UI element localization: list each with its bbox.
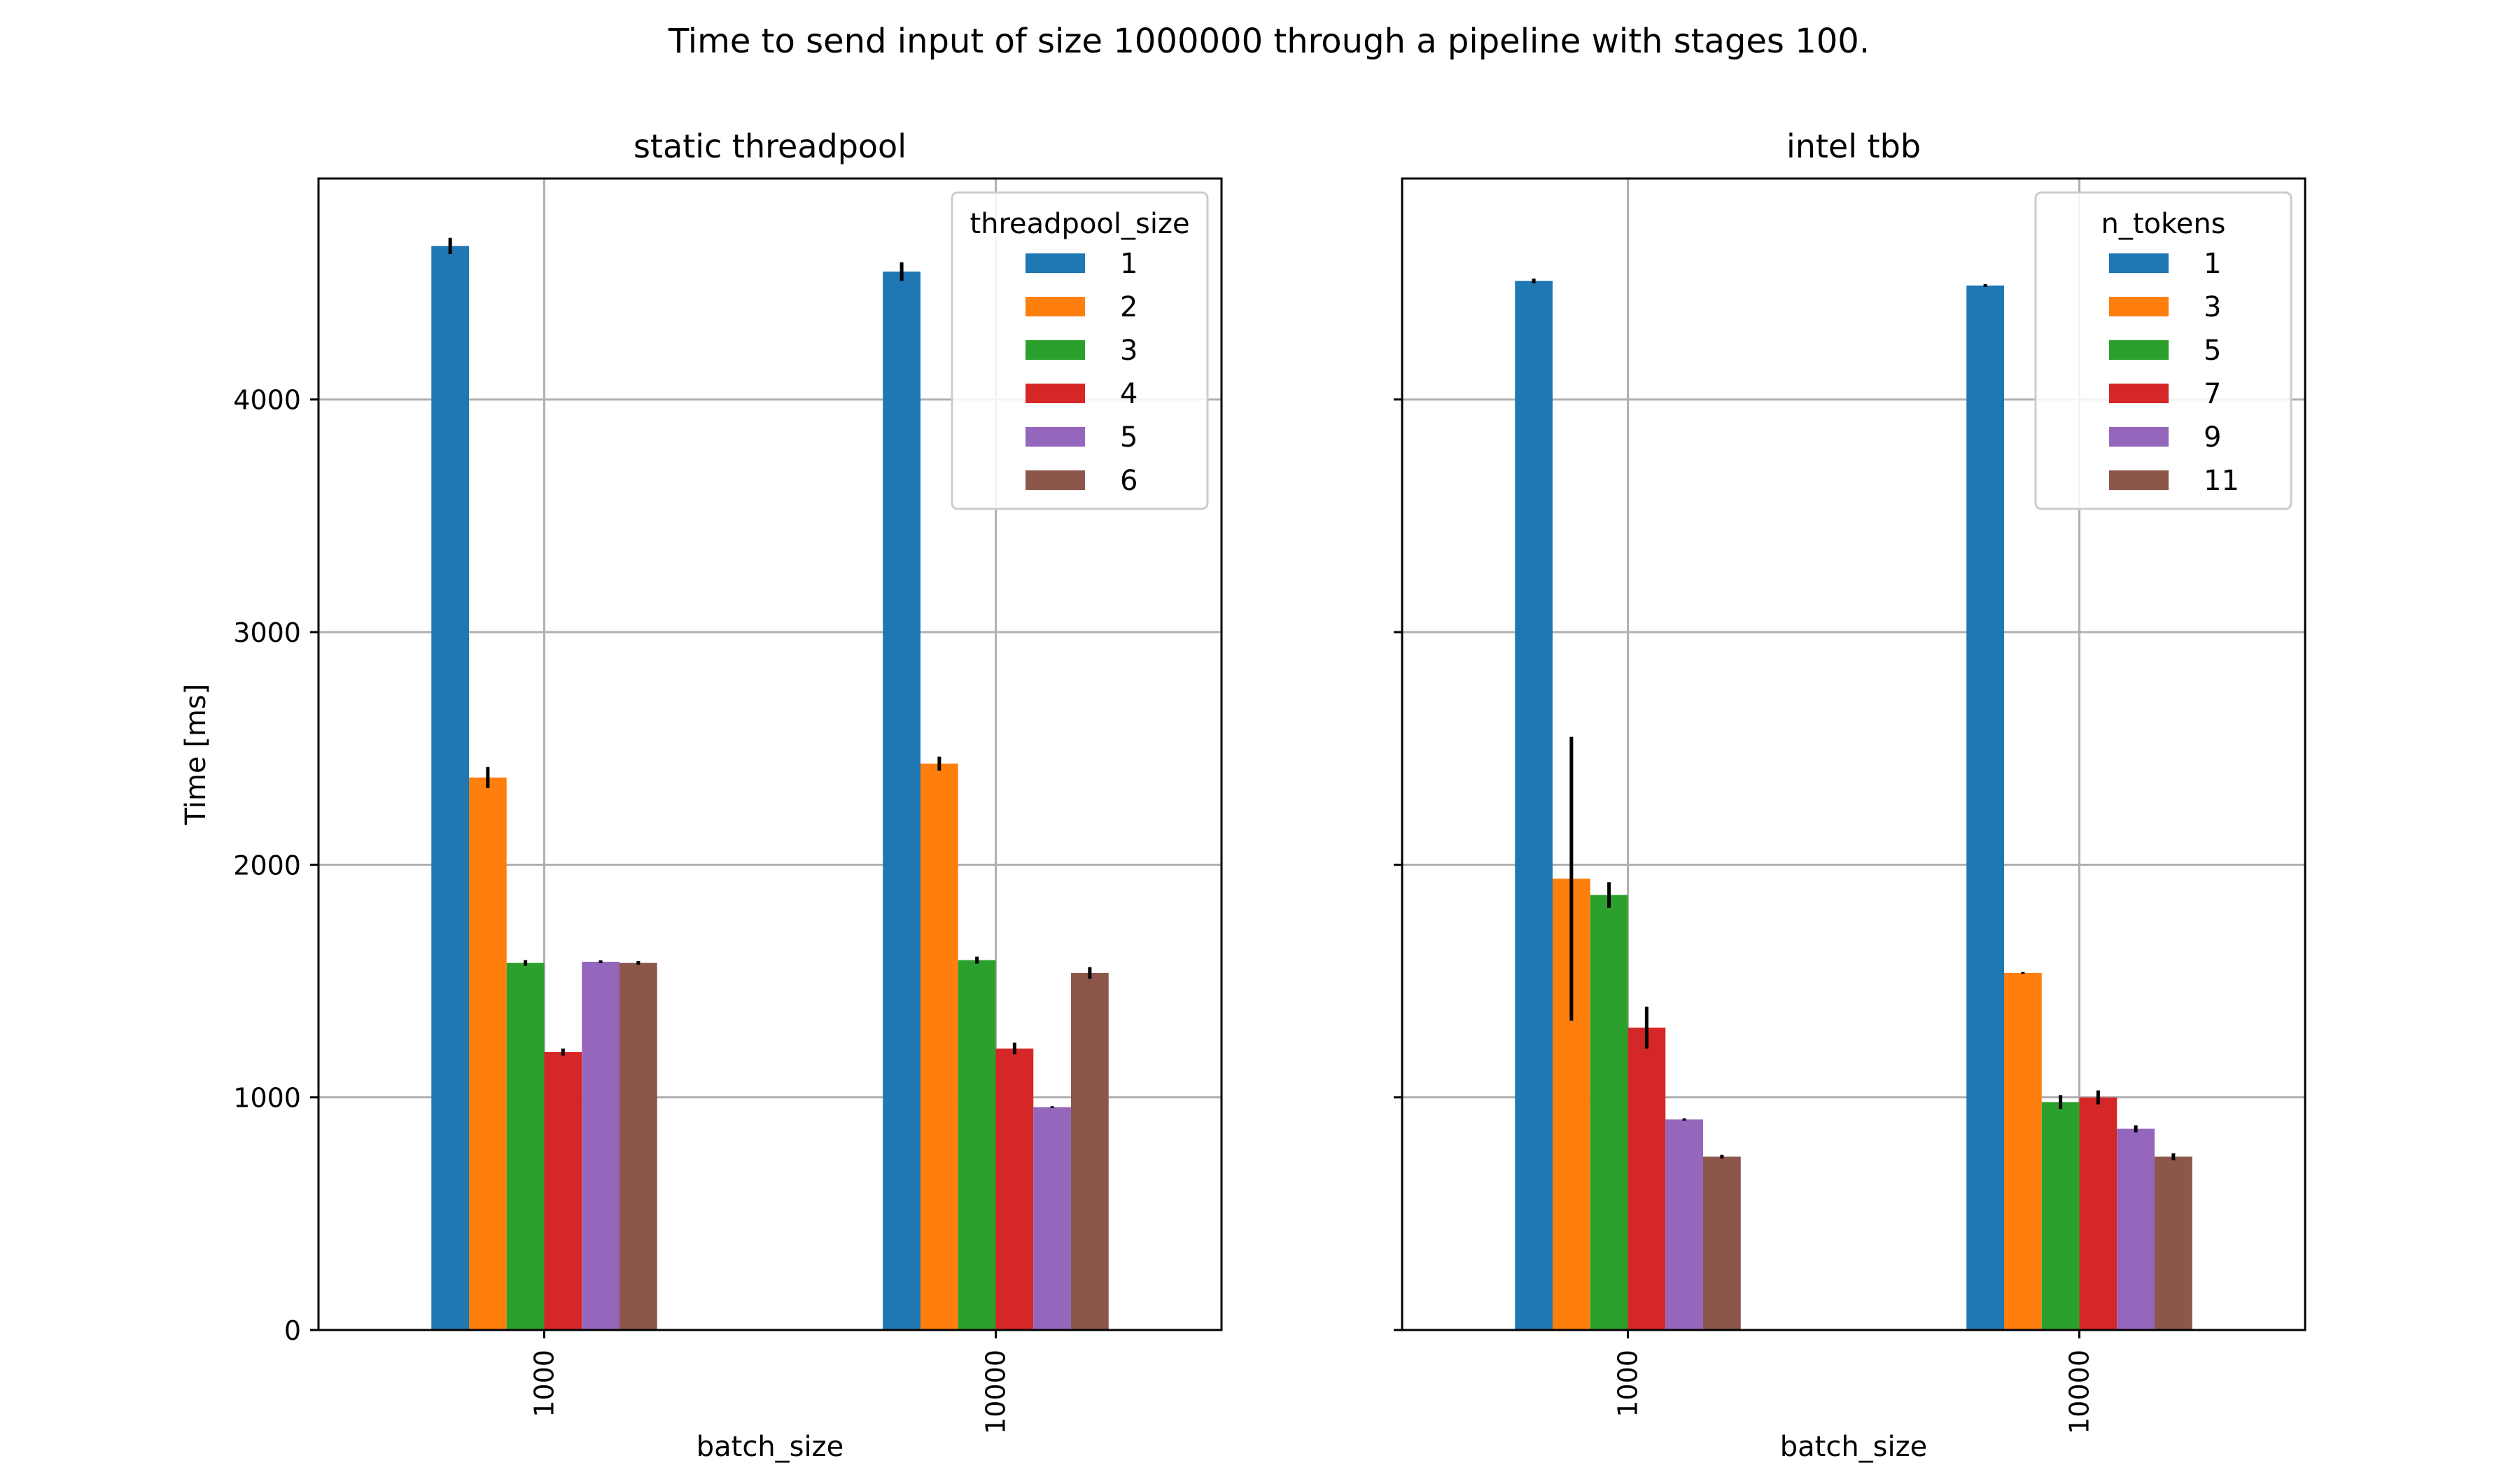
legend-title: threadpool_size [969,208,1189,240]
bar-static-threadpool-5-10000 [1033,1107,1071,1330]
x-tick-label: 1000 [529,1350,560,1418]
y-tick-label: 0 [284,1315,301,1346]
figure-suptitle: Time to send input of size 1000000 throu… [668,22,1870,61]
bar-intel-tbb-5-10000 [2041,1102,2080,1330]
subplot-intel-tbb: 1000 10000 intel tbb batch_size n_tokens 1 3 5 7… [1394,127,2306,1463]
bar-static-threadpool-3-10000 [958,960,996,1330]
bar-intel-tbb-11-10000 [2155,1156,2192,1330]
x-axis-label: batch_size [1780,1431,1928,1463]
legend: n_tokens 1 3 5 7 9 11 [2034,191,2292,510]
legend-entry-label: 5 [2204,335,2221,367]
bar-intel-tbb-7-1000 [1628,1027,1666,1330]
legend-swatch [1026,253,1085,273]
bar-intel-tbb-9-10000 [2117,1128,2155,1330]
legend-swatch [2109,384,2169,403]
legend-entry-label: 7 [2204,378,2221,410]
legend-entry-label: 9 [2204,421,2221,454]
legend-entry-label: 3 [2204,291,2221,323]
legend-entry-label: 11 [2204,465,2239,497]
legend: threadpool_size 1 2 3 4 5 6 [951,191,1209,510]
legend-swatch [2109,297,2169,316]
bar-static-threadpool-3-1000 [506,962,545,1330]
legend-swatch [1026,340,1085,360]
x-tick-label: 10000 [981,1350,1011,1434]
subplot-title: static threadpool [634,127,906,165]
legend-entry-label: 1 [1120,248,1138,280]
bar-static-threadpool-5-1000 [582,961,620,1330]
subplot-title: intel tbb [1786,127,1921,165]
bar-static-threadpool-6-1000 [620,962,657,1330]
legend-entry-label: 6 [1120,465,1138,497]
bar-static-threadpool-6-10000 [1071,972,1109,1330]
bar-static-threadpool-2-1000 [469,777,507,1330]
legend-entry-label: 1 [2204,248,2221,280]
legend-swatch [1026,297,1085,316]
legend-swatch [2109,253,2169,273]
bar-intel-tbb-7-10000 [2079,1097,2118,1330]
bar-intel-tbb-11-1000 [1703,1156,1741,1330]
x-tick-label: 10000 [2064,1350,2095,1434]
legend-swatch [2109,340,2169,360]
axes-frame [1401,177,2306,1331]
bar-static-threadpool-4-1000 [544,1051,582,1330]
y-tick-label: 1000 [233,1083,301,1114]
bar-static-threadpool-2-10000 [920,763,958,1330]
y-tick-label: 2000 [233,850,301,881]
legend-swatch [2109,470,2169,490]
bar-static-threadpool-1-10000 [883,271,920,1330]
bar-intel-tbb-5-1000 [1590,895,1628,1330]
x-axis-label: batch_size [696,1431,844,1463]
bar-intel-tbb-1-10000 [1966,285,2004,1331]
legend-entry-label: 4 [1120,378,1138,410]
bar-intel-tbb-1-1000 [1515,281,1553,1331]
legend-entry-label: 5 [1120,421,1138,454]
x-tick-label: 1000 [1613,1350,1644,1418]
y-axis-label: Time [ms] [180,684,212,826]
bar-static-threadpool-4-10000 [995,1048,1034,1330]
legend-swatch [1026,427,1085,447]
legend-title: n_tokens [2101,208,2225,240]
axes-frame [317,177,1223,1331]
y-tick-label: 4000 [233,385,301,416]
legend-entry-label: 3 [1120,335,1138,367]
legend-entry-label: 2 [1120,291,1138,323]
legend-swatch [1026,470,1085,490]
subplot-static-threadpool: 0 1000 2000 3000 4000 1000 10000 static threadp… [180,127,1223,1463]
y-tick-label: 3000 [233,617,301,648]
legend-swatch [2109,427,2169,447]
bar-static-threadpool-1-1000 [431,246,469,1330]
bar-intel-tbb-9-1000 [1665,1119,1703,1330]
bar-intel-tbb-3-10000 [2004,972,2042,1330]
legend-swatch [1026,384,1085,403]
